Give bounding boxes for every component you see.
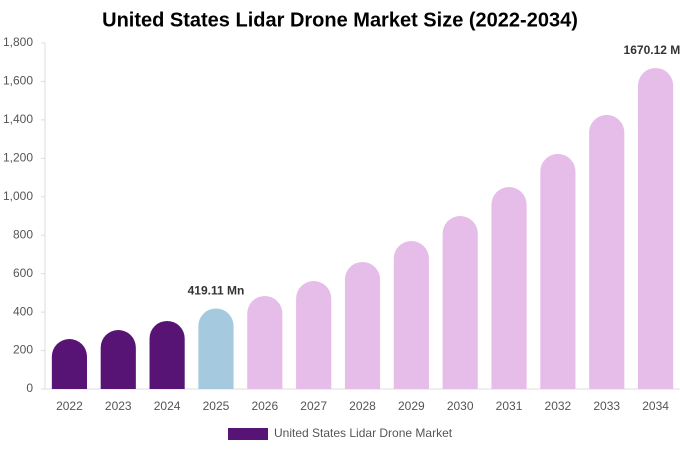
bar bbox=[344, 261, 381, 389]
value-label: 1670.12 Mn bbox=[624, 43, 680, 57]
bar bbox=[393, 240, 429, 389]
x-tick-label: 2029 bbox=[398, 399, 425, 413]
bar bbox=[442, 215, 478, 389]
x-tick-label: 2032 bbox=[545, 399, 572, 413]
bar bbox=[149, 320, 185, 389]
value-label: 419.11 Mn bbox=[188, 284, 245, 298]
bar bbox=[100, 329, 136, 389]
x-tick-label: 2023 bbox=[105, 399, 132, 413]
y-tick-label: 600 bbox=[13, 266, 33, 280]
bar bbox=[589, 114, 625, 389]
x-tick-label: 2024 bbox=[154, 399, 181, 413]
y-tick-label: 200 bbox=[13, 343, 33, 357]
bar bbox=[540, 153, 576, 389]
bar bbox=[491, 187, 527, 389]
x-tick-label: 2031 bbox=[496, 399, 523, 413]
y-tick-label: 1,000 bbox=[3, 189, 33, 203]
y-tick-label: 400 bbox=[13, 304, 33, 318]
legend-swatch bbox=[228, 428, 268, 440]
bar bbox=[296, 280, 332, 389]
x-tick-label: 2025 bbox=[203, 399, 230, 413]
y-tick-label: 0 bbox=[26, 381, 33, 395]
x-tick-label: 2030 bbox=[447, 399, 474, 413]
x-tick-label: 2034 bbox=[642, 399, 669, 413]
x-tick-label: 2028 bbox=[349, 399, 376, 413]
bar bbox=[247, 295, 283, 389]
x-tick-label: 2026 bbox=[251, 399, 278, 413]
x-tick-label: 2033 bbox=[593, 399, 620, 413]
bar bbox=[51, 339, 88, 389]
y-tick-label: 800 bbox=[13, 227, 33, 241]
x-tick-label: 2022 bbox=[56, 399, 83, 413]
bar bbox=[198, 308, 234, 389]
y-tick-label: 1,600 bbox=[3, 74, 33, 88]
y-tick-label: 1,400 bbox=[3, 112, 33, 126]
x-tick-label: 2027 bbox=[300, 399, 327, 413]
bar bbox=[637, 67, 674, 389]
legend-label: United States Lidar Drone Market bbox=[274, 426, 453, 440]
y-tick-label: 1,800 bbox=[3, 35, 33, 49]
chart-title: United States Lidar Drone Market Size (2… bbox=[102, 9, 578, 31]
y-tick-label: 1,200 bbox=[3, 151, 33, 165]
